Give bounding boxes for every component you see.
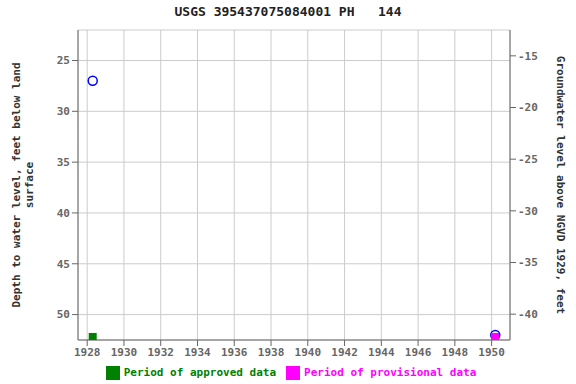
svg-text:1948: 1948 <box>442 346 469 359</box>
svg-text:1932: 1932 <box>147 346 174 359</box>
svg-text:1936: 1936 <box>221 346 248 359</box>
html-text:USGS 395437075084001 PH 144: USGS 395437075084001 PH 144 <box>174 4 402 19</box>
svg-text:35: 35 <box>57 156 70 169</box>
svg-text:1930: 1930 <box>111 346 138 359</box>
svg-text:-20: -20 <box>518 101 538 114</box>
svg-text:45: 45 <box>57 258 70 271</box>
svg-text:1928: 1928 <box>74 346 101 359</box>
svg-text:1934: 1934 <box>184 346 211 359</box>
svg-text:1938: 1938 <box>258 346 285 359</box>
svg-text:-15: -15 <box>518 50 538 63</box>
svg-text:1950: 1950 <box>478 346 505 359</box>
svg-text:-30: -30 <box>518 205 538 218</box>
svg-text:Depth to water level, feet bel: Depth to water level, feet below landsur… <box>10 62 36 307</box>
svg-text:-35: -35 <box>518 256 538 269</box>
svg-text:30: 30 <box>57 105 70 118</box>
svg-text:40: 40 <box>57 207 70 220</box>
svg-text:Groundwater level above NGVD 1: Groundwater level above NGVD 1929, feet <box>554 56 567 314</box>
svg-text:1944: 1944 <box>368 346 395 359</box>
svg-text:25: 25 <box>57 54 70 67</box>
svg-text:-25: -25 <box>518 153 538 166</box>
svg-text:50: 50 <box>57 308 70 321</box>
svg-text:1942: 1942 <box>331 346 358 359</box>
html-text:Period of provisional data: Period of provisional data <box>304 366 477 379</box>
html-text:Period of approved data: Period of approved data <box>123 366 277 379</box>
svg-text:1940: 1940 <box>295 346 322 359</box>
svg-text:1946: 1946 <box>405 346 432 359</box>
svg-text:-40: -40 <box>518 308 538 321</box>
